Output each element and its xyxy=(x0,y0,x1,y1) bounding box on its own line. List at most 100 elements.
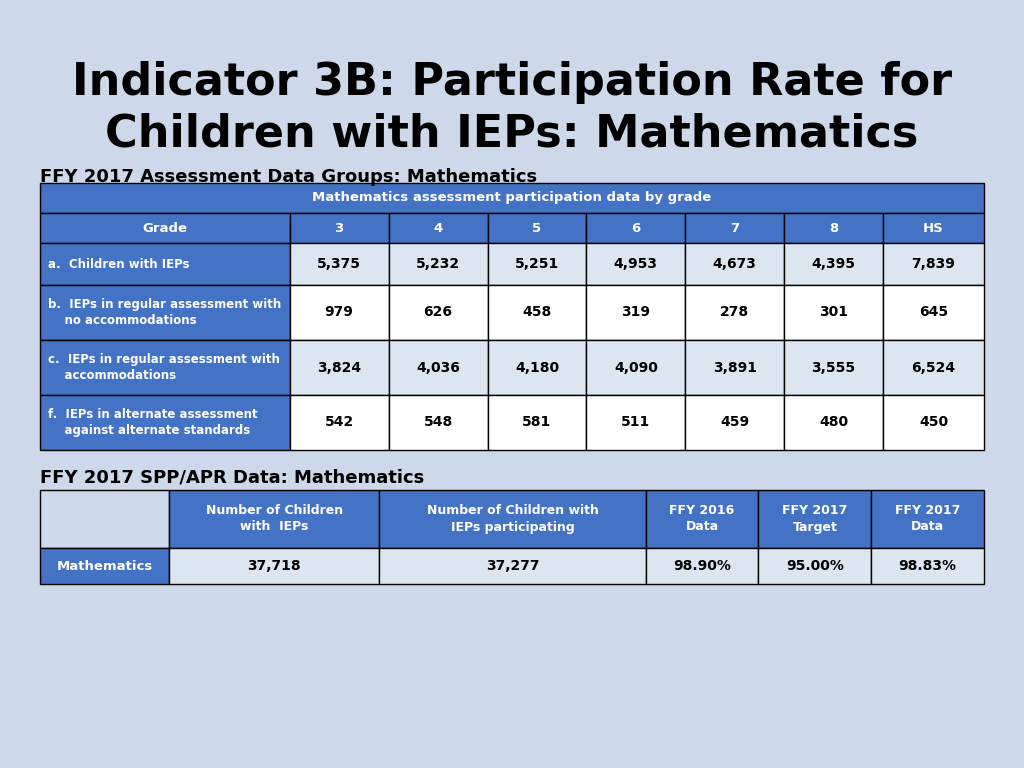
Bar xyxy=(487,395,587,450)
Bar xyxy=(487,213,587,243)
Bar xyxy=(883,340,984,395)
Text: 7: 7 xyxy=(730,221,739,234)
Bar xyxy=(40,213,290,243)
Bar xyxy=(487,243,587,285)
Text: 3,824: 3,824 xyxy=(317,360,361,375)
Text: 5,232: 5,232 xyxy=(416,257,460,271)
Bar xyxy=(379,548,646,584)
Text: FFY 2017 SPP/APR Data: Mathematics: FFY 2017 SPP/APR Data: Mathematics xyxy=(40,468,424,486)
Text: Grade: Grade xyxy=(142,221,187,234)
Bar xyxy=(487,340,587,395)
Bar xyxy=(883,243,984,285)
Text: 450: 450 xyxy=(919,415,948,429)
Bar xyxy=(40,490,169,548)
Text: 4,180: 4,180 xyxy=(515,360,559,375)
Bar xyxy=(389,285,487,340)
Bar xyxy=(389,243,487,285)
Text: a.  Children with IEPs: a. Children with IEPs xyxy=(48,257,189,270)
Text: 4,395: 4,395 xyxy=(812,257,856,271)
Text: 4,036: 4,036 xyxy=(416,360,460,375)
Text: 8: 8 xyxy=(829,221,839,234)
Text: 645: 645 xyxy=(919,306,948,319)
Bar xyxy=(169,548,379,584)
Text: 480: 480 xyxy=(819,415,848,429)
Text: 4,953: 4,953 xyxy=(613,257,657,271)
Bar xyxy=(685,340,784,395)
Bar xyxy=(685,243,784,285)
Bar xyxy=(784,243,883,285)
Bar xyxy=(883,395,984,450)
Bar xyxy=(883,213,984,243)
Text: 95.00%: 95.00% xyxy=(785,559,844,573)
Text: 626: 626 xyxy=(424,306,453,319)
Text: 3,555: 3,555 xyxy=(812,360,856,375)
Bar xyxy=(587,213,685,243)
Text: 98.83%: 98.83% xyxy=(899,559,956,573)
Text: 278: 278 xyxy=(720,306,750,319)
Bar xyxy=(646,548,759,584)
Text: FFY 2017
Target: FFY 2017 Target xyxy=(782,505,848,534)
Bar xyxy=(290,395,389,450)
Text: 37,718: 37,718 xyxy=(248,559,301,573)
Bar xyxy=(759,548,871,584)
Bar xyxy=(587,395,685,450)
Bar xyxy=(784,285,883,340)
Bar xyxy=(587,285,685,340)
Bar xyxy=(290,243,389,285)
Bar xyxy=(784,340,883,395)
Bar xyxy=(379,490,646,548)
Bar xyxy=(685,395,784,450)
Text: 37,277: 37,277 xyxy=(485,559,540,573)
Text: 458: 458 xyxy=(522,306,552,319)
Text: 6: 6 xyxy=(631,221,640,234)
Bar xyxy=(40,285,290,340)
Bar xyxy=(389,213,487,243)
Bar xyxy=(40,395,290,450)
Text: 459: 459 xyxy=(720,415,750,429)
Bar xyxy=(871,490,984,548)
Text: 5,375: 5,375 xyxy=(317,257,361,271)
Text: c.  IEPs in regular assessment with
    accommodations: c. IEPs in regular assessment with accom… xyxy=(48,353,280,382)
Text: Number of Children with
IEPs participating: Number of Children with IEPs participati… xyxy=(427,505,598,534)
Text: 3: 3 xyxy=(335,221,344,234)
Text: 6,524: 6,524 xyxy=(911,360,955,375)
Bar xyxy=(40,548,169,584)
Bar xyxy=(290,213,389,243)
Bar xyxy=(784,395,883,450)
Text: 5: 5 xyxy=(532,221,542,234)
Text: Mathematics: Mathematics xyxy=(56,560,153,572)
Bar xyxy=(487,285,587,340)
Bar xyxy=(587,243,685,285)
Text: 548: 548 xyxy=(424,415,453,429)
Bar xyxy=(290,340,389,395)
Bar xyxy=(685,285,784,340)
Bar xyxy=(784,213,883,243)
Text: 511: 511 xyxy=(622,415,650,429)
Text: 319: 319 xyxy=(622,306,650,319)
Bar xyxy=(389,340,487,395)
Text: Indicator 3B: Participation Rate for
Children with IEPs: Mathematics: Indicator 3B: Participation Rate for Chi… xyxy=(72,61,952,155)
Bar xyxy=(40,243,290,285)
Text: FFY 2017 Assessment Data Groups: Mathematics: FFY 2017 Assessment Data Groups: Mathema… xyxy=(40,168,538,186)
Text: Number of Children
with  IEPs: Number of Children with IEPs xyxy=(206,505,343,534)
Bar xyxy=(646,490,759,548)
Bar xyxy=(587,340,685,395)
Bar xyxy=(389,395,487,450)
Bar xyxy=(40,340,290,395)
Text: 7,839: 7,839 xyxy=(911,257,955,271)
Bar xyxy=(685,213,784,243)
Bar xyxy=(169,490,379,548)
Text: Mathematics assessment participation data by grade: Mathematics assessment participation dat… xyxy=(312,191,712,204)
Text: f.  IEPs in alternate assessment
    against alternate standards: f. IEPs in alternate assessment against … xyxy=(48,408,258,437)
Text: 98.90%: 98.90% xyxy=(673,559,731,573)
Bar xyxy=(871,548,984,584)
Text: 5,251: 5,251 xyxy=(515,257,559,271)
Text: 581: 581 xyxy=(522,415,552,429)
Text: FFY 2017
Data: FFY 2017 Data xyxy=(895,505,961,534)
Text: 4: 4 xyxy=(433,221,442,234)
Text: HS: HS xyxy=(924,221,944,234)
Text: FFY 2016
Data: FFY 2016 Data xyxy=(670,505,734,534)
Bar xyxy=(290,285,389,340)
Bar xyxy=(759,490,871,548)
Text: 4,090: 4,090 xyxy=(614,360,657,375)
